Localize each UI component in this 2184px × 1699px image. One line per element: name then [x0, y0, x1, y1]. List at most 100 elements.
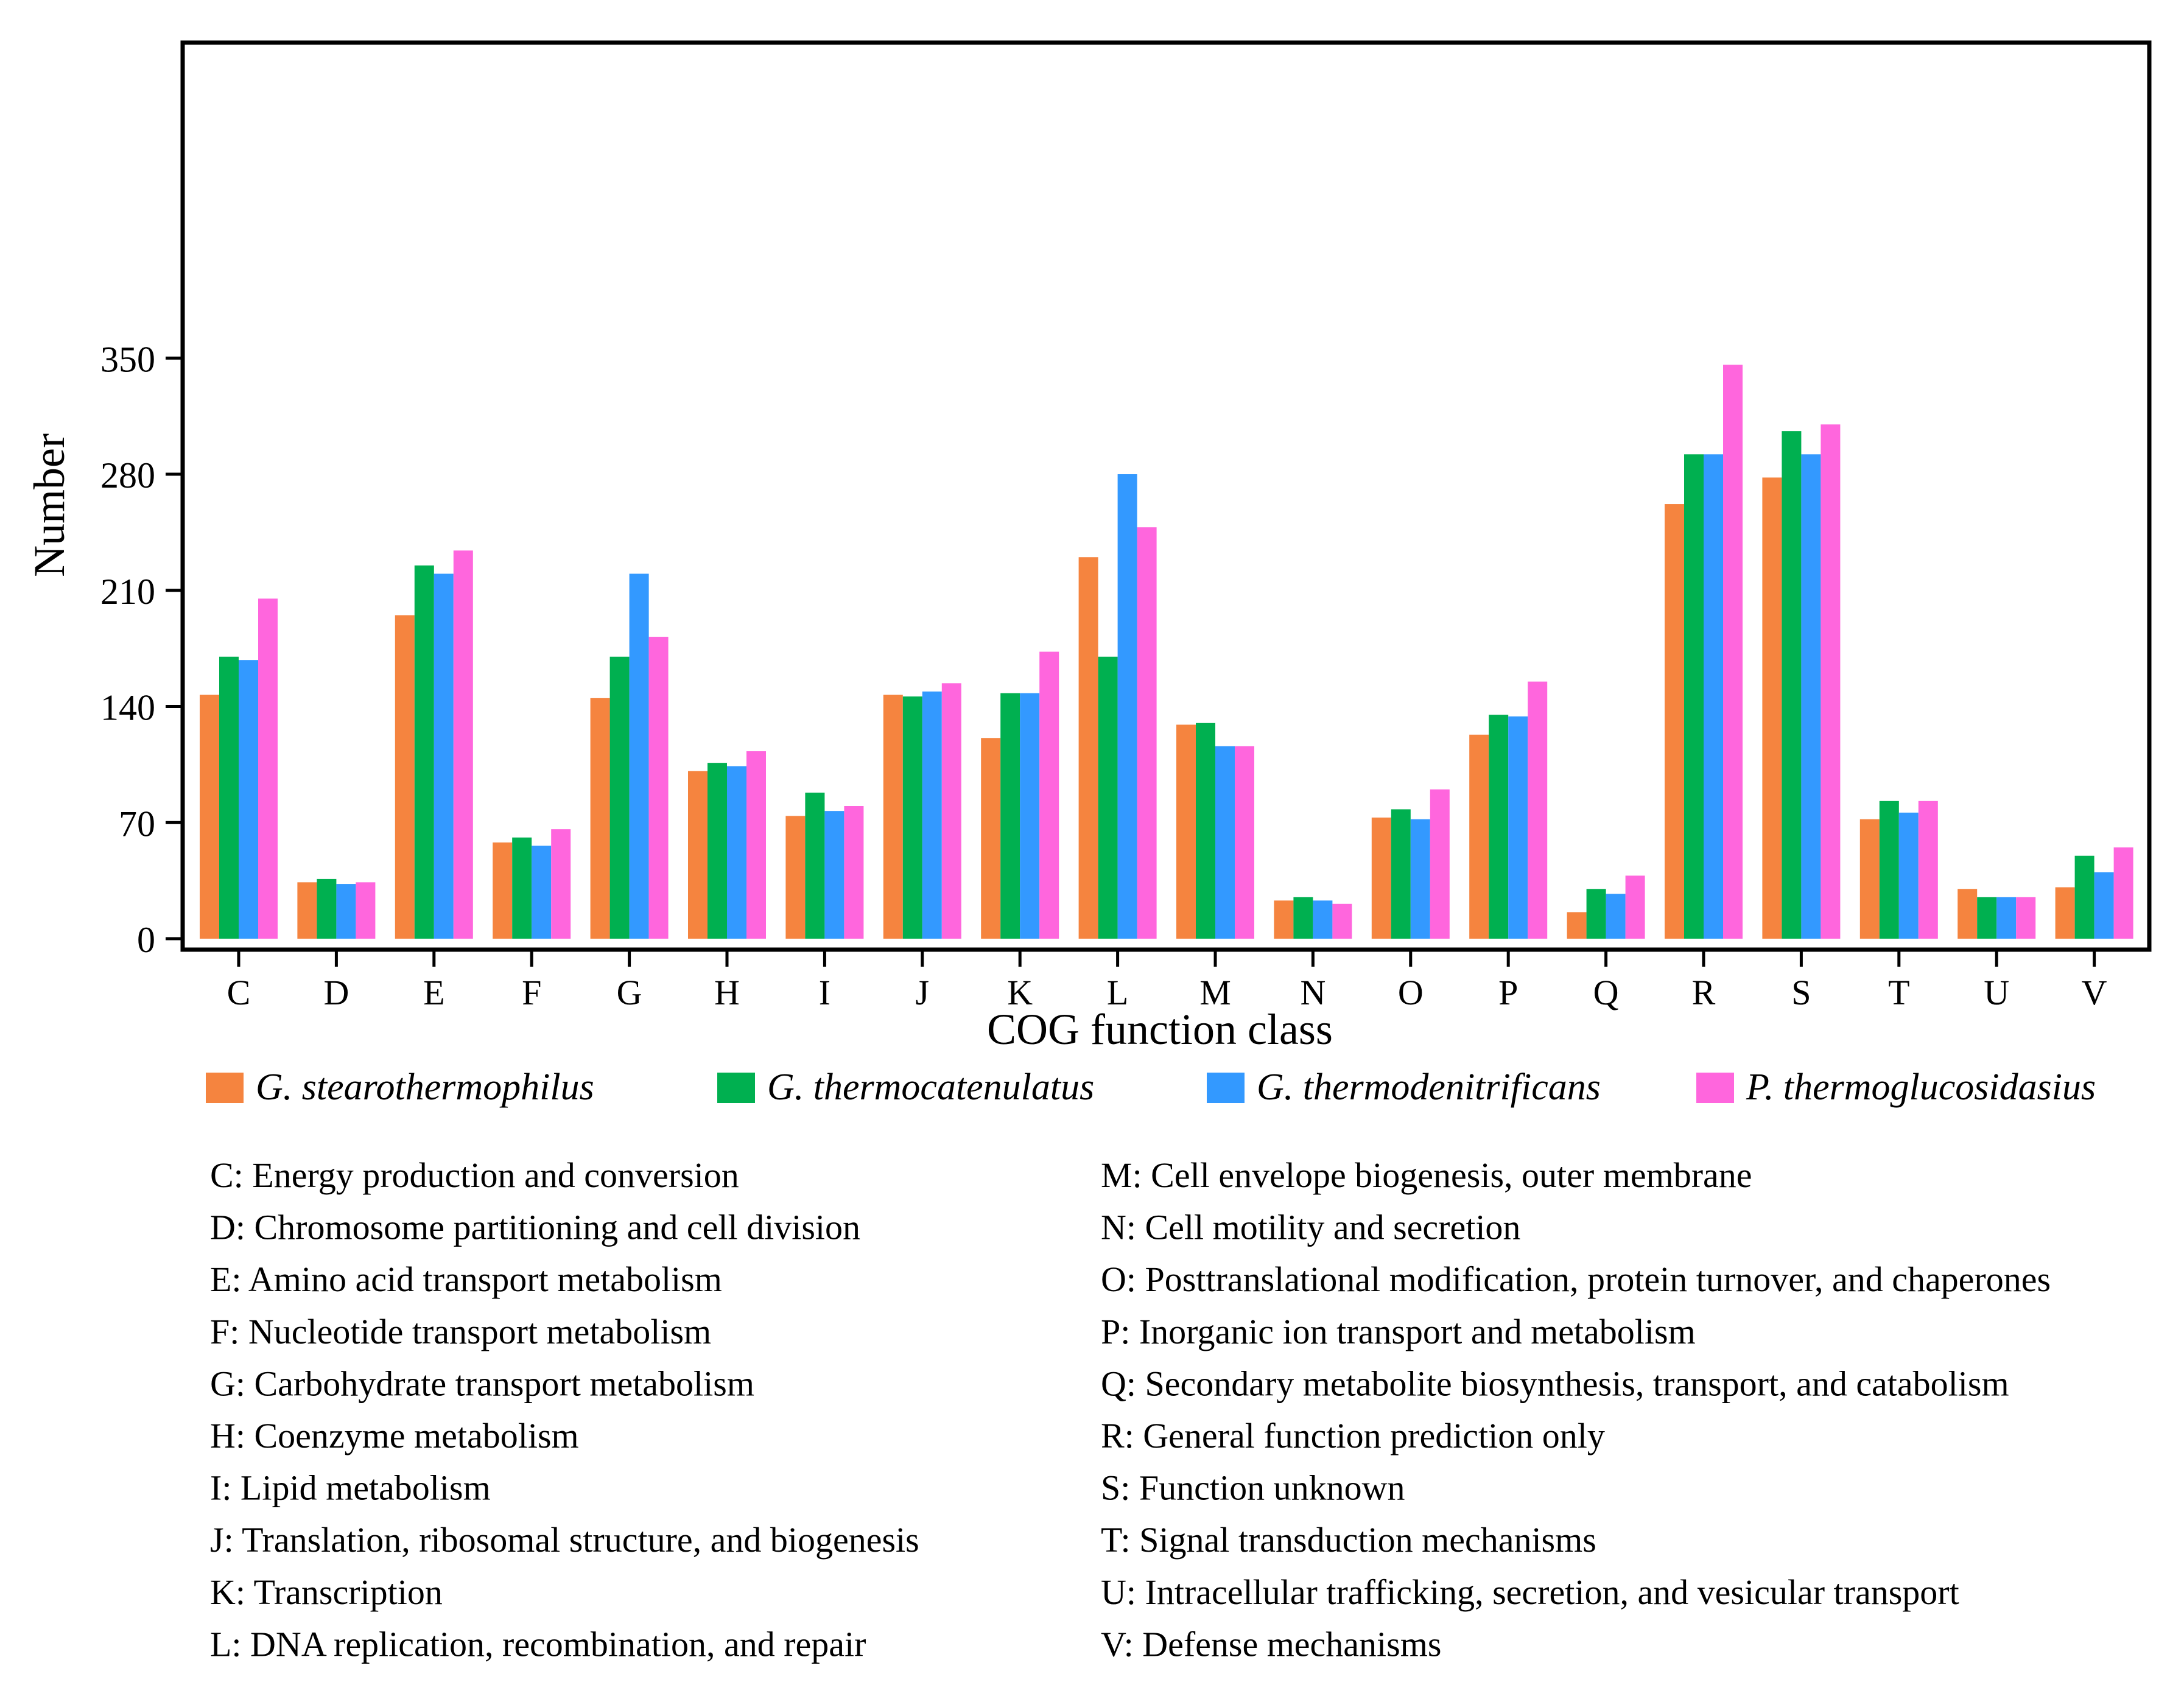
- bar-H-series-4: [746, 751, 766, 939]
- bar-L-series-1: [1078, 557, 1098, 939]
- bar-Q-series-4: [1625, 875, 1645, 939]
- bar-R-series-2: [1684, 454, 1704, 939]
- bar-J-series-4: [941, 683, 961, 939]
- bar-E-series-3: [434, 573, 454, 939]
- definition-right-9: U: Intracellular trafficking, secretion,…: [1101, 1572, 1959, 1612]
- x-tick-label: P: [1498, 973, 1518, 1012]
- bar-R-series-3: [1704, 454, 1723, 939]
- x-tick-label: M: [1199, 973, 1231, 1012]
- bar-S-series-1: [1762, 477, 1782, 939]
- bar-H-series-2: [708, 763, 727, 939]
- definition-left-8: J: Translation, ribosomal structure, and…: [210, 1520, 919, 1560]
- x-tick-label: Q: [1593, 973, 1619, 1012]
- y-tick-label: 210: [100, 572, 155, 612]
- bar-L-series-2: [1098, 656, 1118, 939]
- bar-K-series-1: [981, 738, 1001, 939]
- bar-Q-series-1: [1567, 912, 1587, 939]
- bar-Q-series-3: [1606, 894, 1626, 939]
- bar-R-series-1: [1665, 504, 1684, 939]
- bar-D-series-1: [297, 882, 317, 939]
- bar-U-series-1: [1958, 889, 1978, 939]
- x-tick-label: D: [323, 973, 349, 1012]
- bar-G-series-3: [629, 573, 649, 939]
- bar-U-series-4: [2016, 897, 2036, 939]
- bar-N-series-3: [1313, 900, 1333, 939]
- bar-D-series-3: [336, 884, 356, 939]
- bar-H-series-3: [727, 766, 746, 939]
- bar-T-series-2: [1879, 800, 1899, 939]
- bar-S-series-4: [1821, 424, 1841, 939]
- bars-layer: [200, 365, 2133, 939]
- legend-label-4: P. thermoglucosidasius: [1746, 1067, 2096, 1108]
- definition-left-4: F: Nucleotide transport metabolism: [210, 1312, 711, 1351]
- bar-D-series-2: [317, 878, 337, 939]
- bar-C-series-2: [219, 656, 239, 939]
- x-tick-label: K: [1007, 973, 1033, 1012]
- x-tick-label: O: [1398, 973, 1424, 1012]
- bar-O-series-4: [1430, 789, 1450, 939]
- bar-K-series-3: [1020, 693, 1040, 939]
- bar-M-series-3: [1215, 746, 1235, 939]
- bar-R-series-4: [1723, 365, 1743, 939]
- bar-G-series-2: [609, 656, 630, 939]
- x-tick-label: I: [819, 973, 830, 1012]
- legend-swatch-2: [717, 1073, 755, 1103]
- bar-T-series-1: [1859, 819, 1880, 939]
- definition-right-1: M: Cell envelope biogenesis, outer membr…: [1101, 1155, 1752, 1195]
- y-tick-label: 0: [137, 920, 155, 960]
- bar-S-series-2: [1782, 431, 1802, 939]
- bar-U-series-2: [1977, 897, 1997, 939]
- bar-K-series-4: [1039, 651, 1059, 939]
- y-tick-label: 140: [100, 688, 155, 728]
- definition-right-7: S: Function unknown: [1101, 1468, 1405, 1508]
- bar-I-series-2: [805, 793, 825, 939]
- definition-right-2: N: Cell motility and secretion: [1101, 1208, 1520, 1247]
- bar-N-series-4: [1332, 903, 1352, 939]
- bar-U-series-3: [1996, 897, 2017, 939]
- bar-V-series-3: [2094, 872, 2114, 939]
- bar-O-series-2: [1391, 809, 1411, 939]
- bar-M-series-1: [1176, 724, 1196, 939]
- bar-J-series-1: [883, 695, 903, 939]
- bar-L-series-3: [1117, 474, 1137, 939]
- definition-left-1: C: Energy production and conversion: [210, 1155, 739, 1195]
- legend-label-1: G. stearothermophilus: [256, 1067, 594, 1108]
- bar-F-series-2: [512, 837, 532, 939]
- x-axis: C D E F G H I J K L M N O P Q R S T U V: [227, 950, 2107, 1012]
- bar-K-series-2: [1000, 693, 1020, 939]
- x-tick-label: G: [617, 973, 642, 1012]
- bar-E-series-1: [395, 615, 415, 939]
- definition-left-3: E: Amino acid transport metabolism: [210, 1259, 722, 1299]
- bar-N-series-2: [1293, 897, 1313, 939]
- y-axis-label: Number: [25, 433, 74, 577]
- definition-left-10: L: DNA replication, recombination, and r…: [210, 1624, 866, 1664]
- definition-left-7: I: Lipid metabolism: [210, 1468, 491, 1508]
- bar-H-series-1: [688, 771, 708, 939]
- definition-left-6: H: Coenzyme metabolism: [210, 1416, 579, 1456]
- bar-T-series-4: [1918, 800, 1938, 939]
- x-tick-label: H: [714, 973, 740, 1012]
- legend: G. stearothermophilus G. thermocatenulatu…: [206, 1067, 2096, 1108]
- bar-Q-series-2: [1586, 889, 1606, 939]
- plot-frame: [180, 40, 2152, 952]
- bar-M-series-4: [1235, 746, 1254, 939]
- x-tick-label: J: [916, 973, 930, 1012]
- bar-I-series-3: [824, 811, 844, 939]
- bar-S-series-3: [1801, 454, 1821, 939]
- bar-P-series-3: [1508, 716, 1528, 939]
- legend-swatch-4: [1696, 1073, 1734, 1103]
- bar-P-series-2: [1489, 715, 1509, 939]
- x-tick-label: N: [1300, 973, 1325, 1012]
- bar-C-series-3: [239, 660, 258, 939]
- y-tick-label: 280: [100, 455, 155, 496]
- definition-right-5: Q: Secondary metabolite biosynthesis, tr…: [1101, 1364, 2009, 1403]
- legend-label-2: G. thermocatenulatus: [767, 1067, 1094, 1108]
- bar-F-series-4: [551, 829, 571, 939]
- bar-J-series-2: [902, 696, 922, 939]
- bar-E-series-2: [414, 565, 434, 939]
- bar-P-series-4: [1528, 681, 1548, 939]
- definition-left-5: G: Carbohydrate transport metabolism: [210, 1364, 754, 1403]
- bar-V-series-1: [2055, 887, 2075, 939]
- bar-C-series-4: [258, 598, 278, 939]
